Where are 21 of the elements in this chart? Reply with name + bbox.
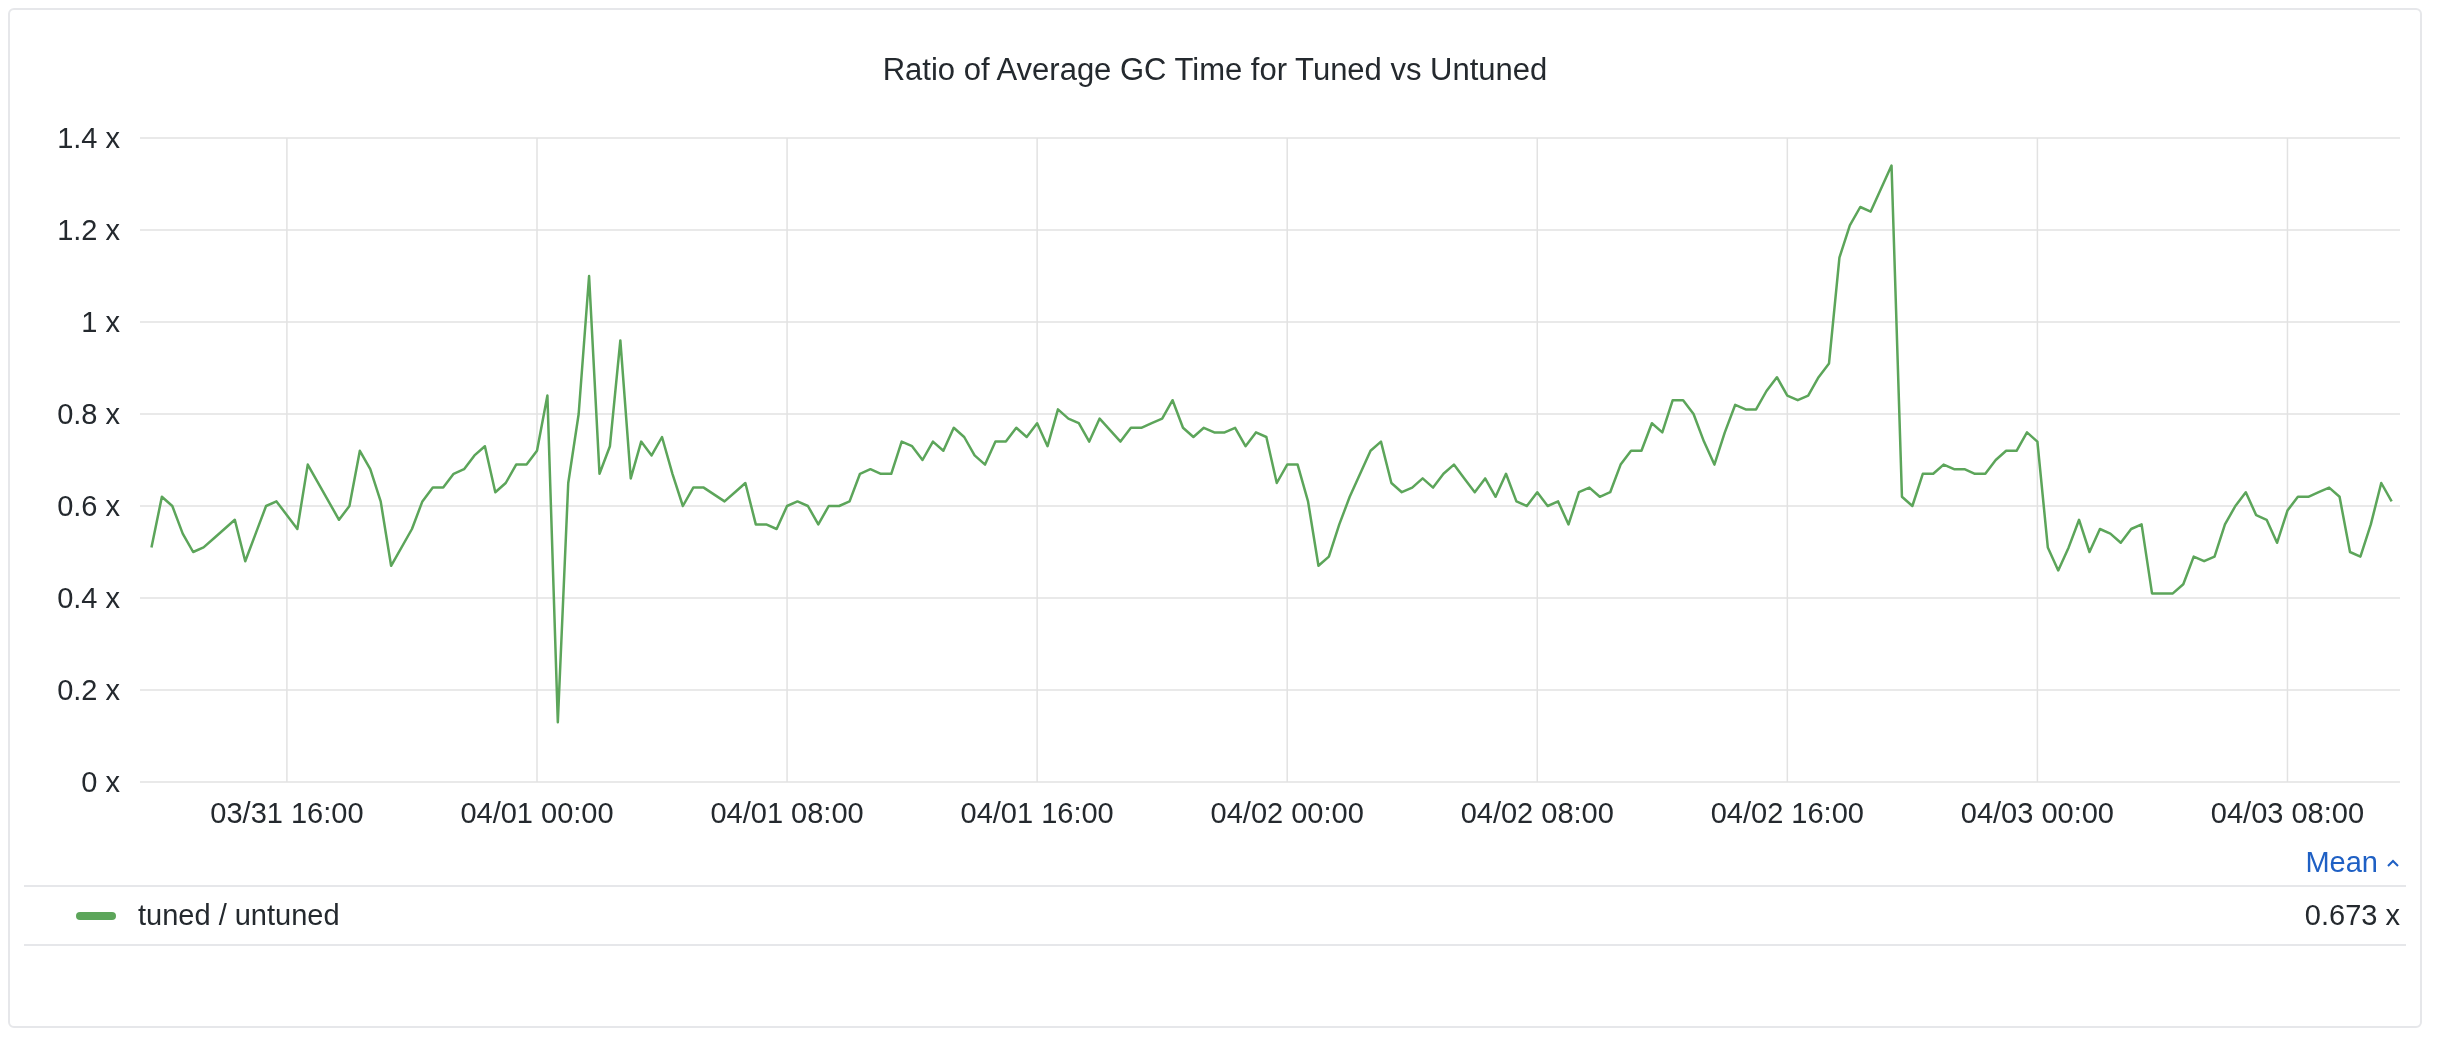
- y-tick-label: 1.4 x: [57, 122, 121, 155]
- x-tick-label: 04/03 08:00: [2210, 796, 2365, 829]
- x-tick-label: 04/02 08:00: [1460, 796, 1614, 829]
- y-tick-label: 1 x: [81, 306, 121, 339]
- x-tick-label: 04/02 00:00: [1210, 796, 1364, 829]
- x-tick-label: 04/01 00:00: [460, 796, 614, 829]
- y-tick-label: 0.2 x: [57, 674, 121, 707]
- y-tick-label: 0.4 x: [57, 582, 121, 615]
- legend-label: tuned / untuned: [138, 899, 341, 932]
- chart-title: Ratio of Average GC Time for Tuned vs Untuned: [881, 51, 1549, 89]
- x-tick-label: 03/31 16:00: [210, 796, 364, 829]
- x-tick-label: 04/02 16:00: [1710, 796, 1864, 829]
- text: Mean: [2305, 846, 2378, 879]
- y-tick-label: 0 x: [81, 766, 121, 799]
- y-tick-label: 0.6 x: [57, 490, 121, 523]
- text: 0.673 x: [2304, 899, 2400, 932]
- x-tick-label: 04/03 00:00: [1960, 796, 2114, 829]
- y-tick-label: 0.8 x: [57, 398, 121, 431]
- y-tick-label: 1.2 x: [57, 214, 121, 247]
- x-tick-label: 04/01 08:00: [710, 796, 864, 829]
- x-tick-label: 04/01 16:00: [960, 796, 1114, 829]
